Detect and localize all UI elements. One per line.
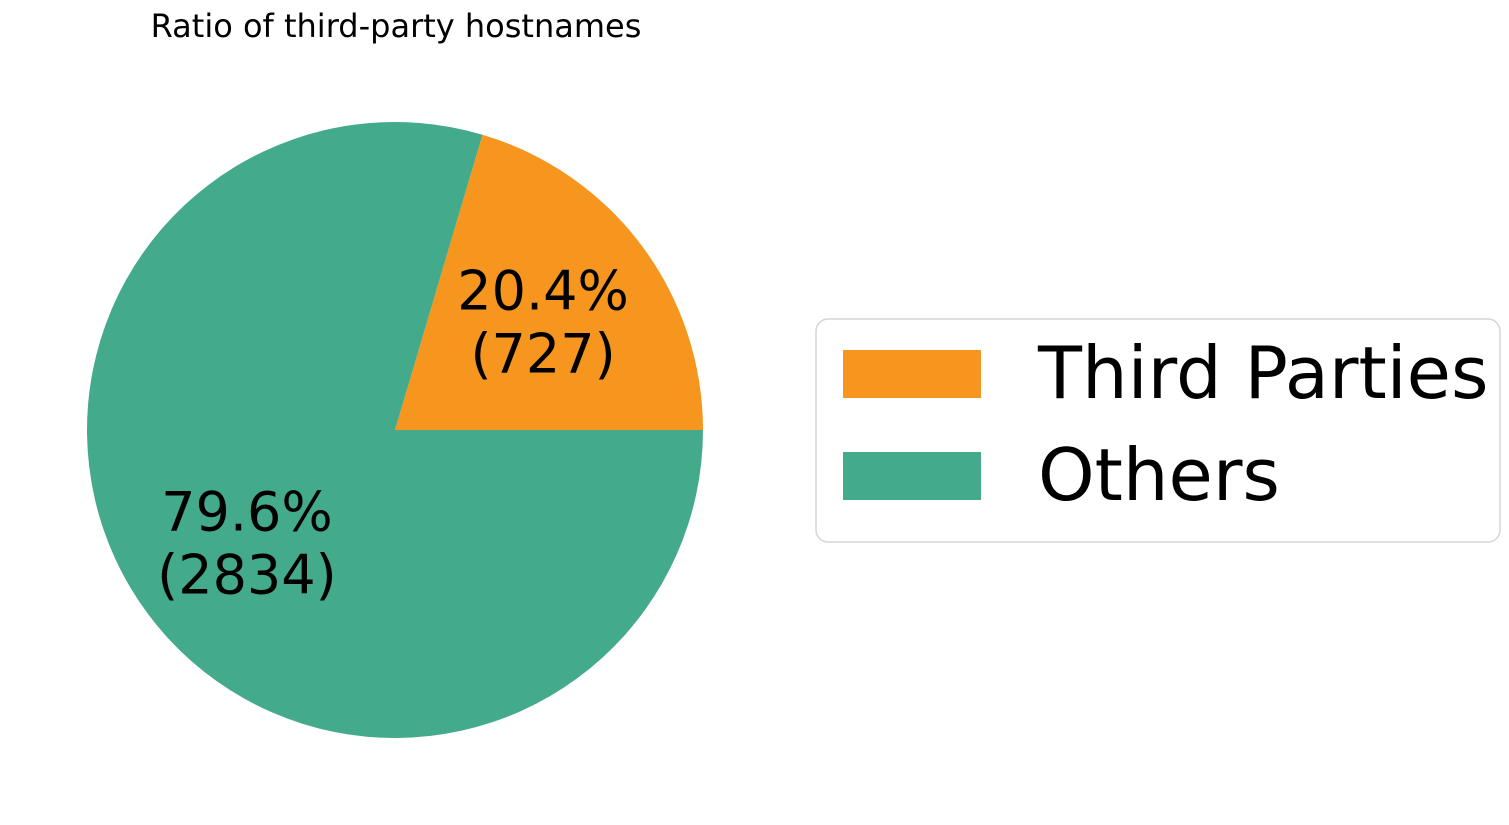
slice-percent-label: 79.6% (161, 481, 333, 544)
pie-slices (86, 121, 703, 739)
pie-slice-others (86, 121, 703, 739)
legend-swatch-third-parties (843, 350, 981, 398)
legend: Third Parties Others (815, 318, 1501, 543)
pie-slice-label-others: 79.6% (2834) (157, 481, 337, 607)
chart-title: Ratio of third-party hostnames (151, 7, 642, 45)
slice-count-label: (727) (470, 322, 615, 385)
legend-label-third-parties: Third Parties (1037, 331, 1489, 415)
legend-frame (815, 318, 1501, 543)
slice-count-label: (2834) (157, 544, 337, 607)
legend-swatch-others (843, 452, 981, 500)
pie-slice-label-third-parties: 20.4% (727) (457, 259, 629, 385)
slice-percent-label: 20.4% (457, 259, 629, 322)
pie-slice-labels: 20.4% (727) 79.6% (2834) (157, 259, 629, 606)
pie-slice-third-parties (395, 134, 703, 430)
legend-label-others: Others (1038, 433, 1280, 517)
